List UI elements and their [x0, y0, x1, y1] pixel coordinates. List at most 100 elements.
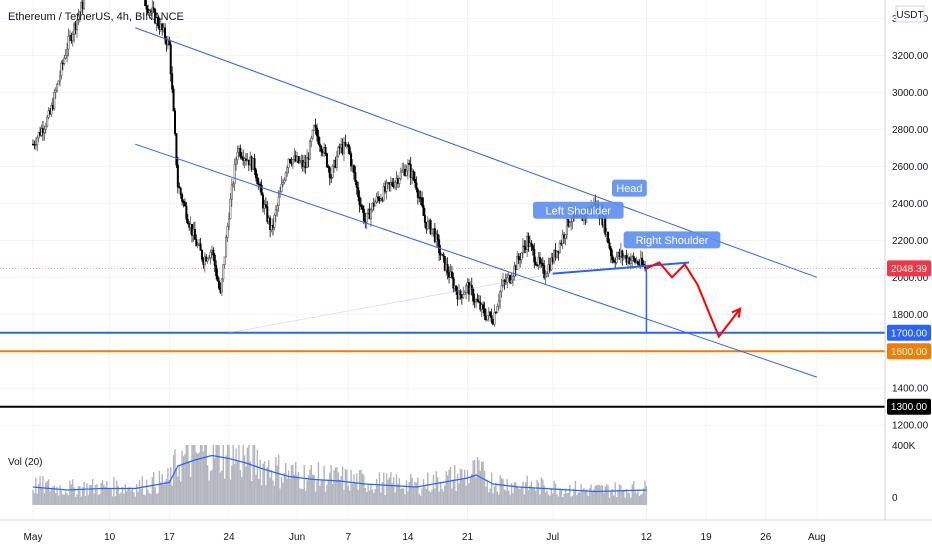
y-tick-label: 2000.00 — [892, 273, 929, 284]
candle-body — [273, 215, 276, 228]
volume-bar — [197, 453, 199, 505]
volume-bar — [324, 491, 327, 505]
level-tag-1600[interactable] — [887, 343, 931, 360]
volume-bar — [618, 484, 621, 505]
volume-bar — [178, 465, 180, 505]
volume-bar — [542, 479, 544, 505]
candle-body — [256, 177, 259, 185]
volume-bar — [613, 495, 615, 505]
candle-body — [235, 159, 238, 165]
volume-bar — [532, 487, 534, 505]
candle-body — [266, 206, 269, 222]
volume-bar — [346, 469, 348, 505]
volume-bar — [130, 490, 132, 505]
volume-bar — [536, 479, 538, 505]
volume-bar — [411, 477, 413, 505]
volume-bar — [432, 474, 435, 505]
volume-bar — [645, 486, 648, 505]
volume-bar — [366, 492, 368, 505]
volume-bar — [47, 479, 50, 505]
volume-bar — [231, 465, 233, 505]
volume-bar — [36, 493, 38, 505]
candle-body — [523, 245, 526, 248]
channel-lower-line — [135, 143, 818, 378]
current-price-tag[interactable] — [887, 260, 931, 277]
volume-bar — [454, 465, 456, 505]
candle-body — [245, 158, 248, 161]
level-tag-1300[interactable] — [887, 398, 931, 415]
volume-bar — [560, 488, 562, 505]
volume-bar — [86, 483, 88, 505]
volume-bar — [295, 462, 297, 505]
volume-bar — [584, 489, 587, 505]
candle-body — [34, 144, 37, 146]
volume-bar — [530, 481, 533, 505]
volume-bar — [258, 479, 260, 505]
volume-bar — [297, 472, 300, 505]
candle-body — [511, 275, 514, 281]
volume-bar — [614, 482, 616, 505]
volume-bar — [395, 474, 398, 505]
level-tag-1700[interactable] — [887, 324, 931, 341]
y-tick-label: 3200.00 — [892, 51, 929, 62]
volume-bar — [554, 483, 557, 505]
pattern-label-box[interactable] — [532, 201, 624, 219]
volume-bar — [508, 490, 510, 505]
candle-body — [262, 194, 265, 209]
candle-body — [358, 196, 361, 206]
volume-bar — [640, 494, 642, 505]
volume-bar — [216, 445, 219, 505]
volume-bar — [598, 485, 601, 505]
volume-bar — [312, 474, 314, 505]
candle-body — [509, 275, 512, 284]
candle-body — [46, 117, 49, 127]
candle-body — [178, 186, 181, 189]
pattern-label-right-shoulder: Right Shoulder — [636, 235, 709, 247]
candle-body — [196, 244, 199, 247]
volume-bar — [280, 477, 283, 505]
candle-body — [355, 181, 358, 189]
candle-body — [462, 294, 465, 299]
volume-bar — [603, 492, 605, 505]
volume-bar — [265, 485, 267, 505]
pattern-label-box[interactable] — [612, 179, 647, 197]
pattern-label-box[interactable] — [623, 231, 721, 249]
volume-bar — [479, 470, 481, 505]
volume-bar — [53, 485, 55, 505]
volume-bar — [52, 486, 54, 505]
volume-bar — [307, 475, 310, 505]
volume-bar — [390, 472, 392, 505]
volume-bar — [451, 488, 453, 505]
candle-body — [227, 218, 230, 227]
volume-bar — [188, 462, 190, 505]
volume-bar — [611, 488, 614, 505]
x-tick-label: 14 — [402, 532, 414, 543]
volume-bar — [239, 470, 242, 505]
volume-bar — [241, 477, 243, 505]
volume-bar — [368, 490, 371, 505]
candle-body — [561, 234, 564, 244]
candle-body — [172, 88, 175, 112]
volume-bar — [40, 487, 43, 505]
volume-bar — [434, 488, 436, 505]
volume-bar — [49, 491, 51, 505]
volume-bar — [62, 494, 64, 505]
volume-bar — [177, 476, 179, 505]
volume-bar — [462, 479, 464, 505]
currency-badge[interactable] — [895, 5, 925, 23]
volume-bar — [282, 482, 284, 505]
volume-bar — [580, 484, 582, 505]
volume-bar — [478, 460, 480, 505]
candle-body — [413, 178, 416, 184]
y-tick-label: 2200.00 — [892, 236, 929, 247]
chart-title: Ethereum / TetherUS, 4h, BINANCE — [8, 11, 184, 23]
volume-bar — [527, 489, 530, 505]
volume-bar — [570, 496, 572, 505]
candle-body — [609, 247, 612, 256]
volume-bar — [128, 486, 131, 505]
volume-bar — [475, 477, 477, 505]
candle-body — [409, 164, 412, 178]
volume-bar — [383, 472, 385, 505]
candle-body — [347, 144, 350, 148]
